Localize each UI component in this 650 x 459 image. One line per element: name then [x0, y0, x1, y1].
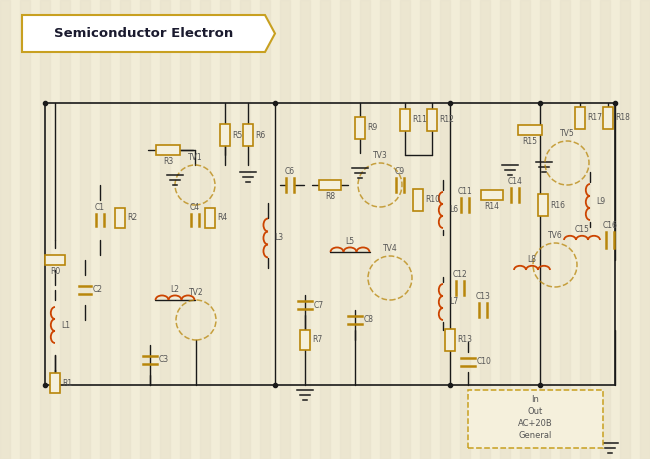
Text: C12: C12 — [452, 270, 467, 279]
Text: C1: C1 — [95, 203, 105, 212]
Text: R10: R10 — [425, 196, 440, 205]
Text: C16: C16 — [603, 221, 618, 230]
Text: L5: L5 — [345, 237, 354, 246]
Text: General: General — [519, 431, 552, 441]
Bar — [205, 208, 215, 228]
Text: Semiconductor Electron: Semiconductor Electron — [54, 27, 233, 40]
Bar — [115, 208, 125, 228]
Text: L6: L6 — [448, 206, 458, 214]
Text: R13: R13 — [457, 336, 472, 345]
Bar — [400, 109, 410, 131]
Bar — [427, 109, 437, 131]
Text: C6: C6 — [285, 167, 295, 176]
Text: C14: C14 — [508, 177, 523, 186]
Bar — [538, 194, 548, 216]
Bar — [243, 124, 253, 146]
Text: L7: L7 — [448, 297, 458, 307]
Text: TV5: TV5 — [560, 129, 575, 138]
Text: L2: L2 — [170, 285, 179, 294]
Text: TV4: TV4 — [383, 244, 397, 253]
Bar — [300, 330, 310, 350]
Text: R0: R0 — [50, 267, 60, 276]
FancyBboxPatch shape — [468, 390, 603, 448]
Text: L1: L1 — [61, 320, 70, 330]
Text: R4: R4 — [217, 213, 228, 223]
Text: C10: C10 — [477, 358, 492, 366]
Text: R16: R16 — [550, 201, 565, 209]
Text: C9: C9 — [395, 167, 405, 176]
Text: L3: L3 — [274, 234, 283, 242]
Text: R18: R18 — [615, 113, 630, 123]
Bar — [603, 107, 613, 129]
Text: R1: R1 — [62, 379, 72, 387]
Text: TV6: TV6 — [547, 231, 562, 240]
Bar — [413, 189, 423, 211]
Bar — [518, 125, 542, 135]
Bar — [50, 373, 60, 393]
Bar — [45, 255, 65, 265]
Text: C2: C2 — [93, 285, 103, 295]
Bar — [355, 117, 365, 139]
Bar — [319, 180, 341, 190]
Text: Out: Out — [528, 408, 543, 416]
Text: C13: C13 — [476, 292, 491, 301]
Text: TV3: TV3 — [372, 151, 387, 160]
Bar — [481, 190, 503, 200]
Text: R7: R7 — [312, 336, 322, 345]
Text: L8: L8 — [528, 255, 536, 264]
Text: R2: R2 — [127, 213, 137, 223]
Text: C4: C4 — [190, 203, 200, 212]
Text: R14: R14 — [484, 202, 499, 211]
Text: L9: L9 — [596, 197, 605, 207]
Text: R17: R17 — [587, 113, 602, 123]
Text: R8: R8 — [325, 192, 335, 201]
Text: AC+20B: AC+20B — [518, 420, 553, 429]
Text: C8: C8 — [364, 315, 374, 325]
Bar — [575, 107, 585, 129]
Text: R5: R5 — [232, 130, 242, 140]
Text: R6: R6 — [255, 130, 265, 140]
Text: TV2: TV2 — [188, 288, 203, 297]
Text: R12: R12 — [439, 116, 454, 124]
Text: C11: C11 — [458, 187, 473, 196]
Text: In: In — [532, 396, 539, 404]
Text: R15: R15 — [523, 137, 538, 146]
Bar — [156, 145, 180, 155]
Text: C3: C3 — [159, 356, 169, 364]
Text: R11: R11 — [412, 116, 427, 124]
Text: C15: C15 — [575, 225, 590, 234]
Bar — [220, 124, 230, 146]
Text: TV1: TV1 — [188, 153, 202, 162]
Text: R9: R9 — [367, 123, 377, 133]
Bar — [445, 329, 455, 351]
Text: R3: R3 — [163, 157, 173, 166]
Text: C7: C7 — [314, 301, 324, 309]
Polygon shape — [22, 15, 275, 52]
